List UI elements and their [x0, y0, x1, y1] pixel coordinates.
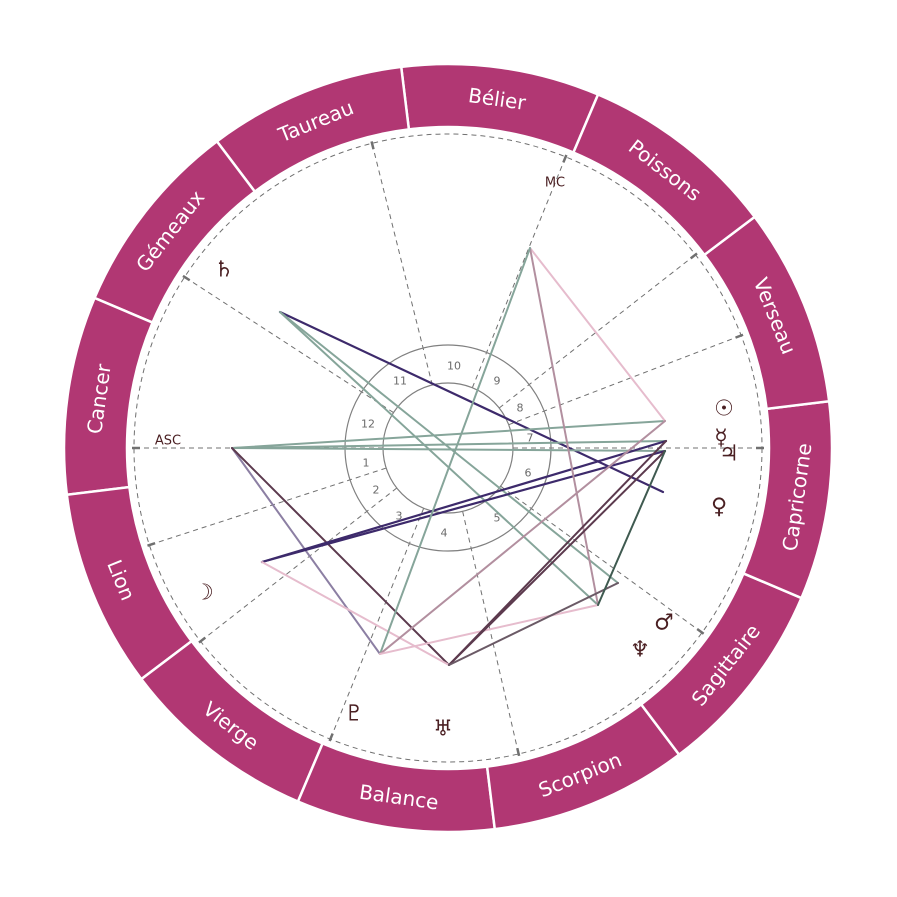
venus-icon: ♀ — [711, 495, 727, 520]
aspect-line — [448, 582, 619, 666]
aspect-line — [231, 447, 666, 452]
house-cusp-line — [184, 276, 394, 414]
aspect-line — [231, 440, 667, 449]
aspect-line — [231, 447, 450, 666]
house-number: 8 — [517, 402, 524, 415]
house-cusp-line — [508, 335, 742, 426]
aspect-line — [379, 420, 666, 655]
neptune-icon: ♆ — [630, 638, 650, 663]
house-number: 1 — [363, 457, 370, 470]
mc-label: MC — [545, 176, 565, 191]
house-cusp-line — [500, 485, 703, 633]
house-number: 4 — [441, 527, 448, 540]
aspect-line — [260, 449, 667, 564]
aspect-line — [260, 439, 668, 564]
moon-icon: ☽ — [194, 581, 214, 606]
aspect-line — [279, 311, 599, 606]
house-number: 12 — [361, 418, 375, 431]
pluto-icon: ♇ — [344, 702, 364, 727]
aspect-line — [279, 311, 619, 584]
house-number: 11 — [393, 375, 407, 388]
mercury-icon: ☿ — [714, 426, 728, 451]
house-cusp-lines — [132, 141, 764, 757]
house-number: 6 — [525, 467, 532, 480]
saturn-icon: ♄ — [214, 258, 234, 283]
house-number: 10 — [447, 360, 461, 373]
sign-segment — [571, 92, 757, 257]
aspect-line — [261, 561, 450, 666]
aspect-line — [379, 247, 531, 655]
house-number: 9 — [494, 375, 501, 388]
aspect-line — [448, 440, 667, 666]
aspect-lines — [231, 247, 668, 666]
mars-icon: ♂ — [654, 611, 674, 636]
house-cusp-line — [371, 143, 433, 386]
house-cusp-line — [149, 467, 387, 546]
house-cusp-line — [471, 156, 567, 388]
jupiter-icon: ♃ — [719, 442, 739, 467]
aspect-line — [529, 247, 666, 422]
uranus-icon: ♅ — [433, 717, 453, 742]
house-cusp-line — [329, 508, 425, 740]
aspect-line — [231, 420, 666, 449]
chart-angles: ASC MC — [155, 176, 565, 449]
aspect-line — [597, 450, 666, 606]
house-cusp-line — [462, 511, 520, 755]
asc-label: ASC — [155, 434, 181, 449]
aspect-line — [529, 247, 599, 606]
sun-icon: ☉ — [714, 397, 734, 422]
aspect-line — [448, 450, 666, 666]
house-ring-inner — [382, 382, 514, 514]
house-number: 2 — [373, 484, 380, 497]
planet-glyphs: ☉ ☿♃ ♀ ♂♆ ♅ ♇ ☽ ♄ — [194, 258, 739, 742]
house-cusp-line — [200, 487, 398, 642]
house-number: 5 — [494, 512, 501, 525]
house-number: 3 — [396, 510, 403, 523]
house-number: 7 — [527, 432, 534, 445]
house-cusp-line — [498, 254, 696, 409]
aspect-line — [379, 604, 599, 655]
